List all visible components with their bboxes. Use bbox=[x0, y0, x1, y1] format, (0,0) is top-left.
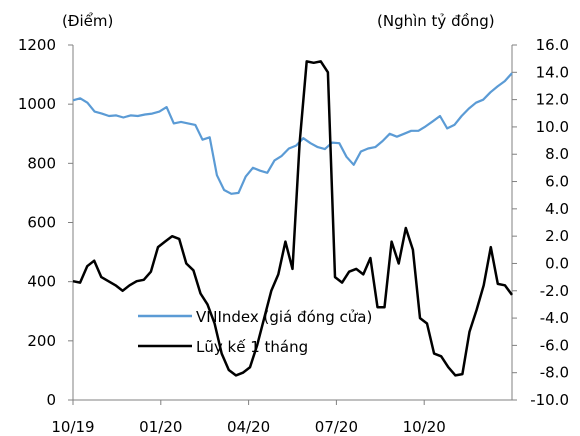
right-tick-label: 16.0 bbox=[536, 36, 569, 54]
right-axis-unit-label: (Nghìn tỷ đồng) bbox=[377, 12, 495, 30]
right-tick-label: 12.0 bbox=[536, 91, 569, 109]
right-tick-label: 2.0 bbox=[545, 227, 569, 245]
right-tick-label: 10.0 bbox=[536, 118, 569, 136]
right-tick-label: -6.0 bbox=[540, 336, 569, 354]
x-tick-label: 04/20 bbox=[227, 418, 270, 436]
right-tick-label: 8.0 bbox=[545, 145, 569, 163]
right-tick-label: 0.0 bbox=[545, 254, 569, 272]
legend: VNIndex (giá đóng cửa) Lũy kế 1 tháng bbox=[138, 308, 372, 356]
legend-label-cumulative: Lũy kế 1 tháng bbox=[196, 338, 308, 356]
series-lines bbox=[72, 60, 514, 377]
right-tick-label: 4.0 bbox=[545, 200, 569, 218]
left-tick-label: 400 bbox=[27, 273, 56, 291]
right-tick-label: -10.0 bbox=[530, 391, 569, 409]
legend-label-vnindex: VNIndex (giá đóng cửa) bbox=[196, 308, 372, 326]
left-axis-unit-label: (Điểm) bbox=[62, 12, 113, 30]
left-tick-label: 1000 bbox=[18, 95, 56, 113]
left-tick-label: 200 bbox=[27, 332, 56, 350]
series-line-vnindex bbox=[72, 72, 513, 195]
axes: 0 200 400 600 800 1000 1200 -10.0 -8.0 -6.0 -4.0 -2… bbox=[18, 36, 569, 436]
left-tick-label: 800 bbox=[27, 154, 56, 172]
right-tick-label: -8.0 bbox=[540, 364, 569, 382]
x-tick-label: 10/20 bbox=[403, 418, 446, 436]
right-tick-label: 14.0 bbox=[536, 63, 569, 81]
series-line-cumulative bbox=[72, 60, 514, 377]
x-tick-label: 10/19 bbox=[51, 418, 94, 436]
x-tick-label: 07/20 bbox=[315, 418, 358, 436]
x-tick-label: 01/20 bbox=[139, 418, 182, 436]
right-tick-label: 6.0 bbox=[545, 173, 569, 191]
left-tick-label: 1200 bbox=[18, 36, 56, 54]
left-tick-label: 600 bbox=[27, 214, 56, 232]
right-tick-label: -2.0 bbox=[540, 282, 569, 300]
right-tick-label: -4.0 bbox=[540, 309, 569, 327]
left-tick-label: 0 bbox=[46, 391, 56, 409]
